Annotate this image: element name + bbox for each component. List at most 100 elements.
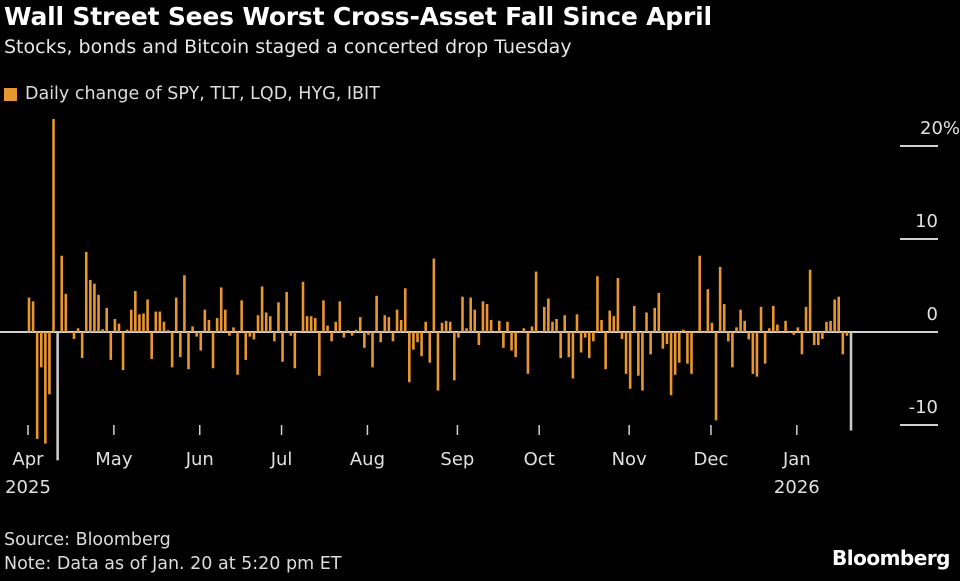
- bar: [60, 255, 64, 332]
- bar: [497, 320, 501, 332]
- bar: [571, 332, 575, 379]
- bar: [837, 296, 841, 332]
- bar: [727, 332, 730, 342]
- bar: [236, 332, 239, 375]
- bar: [792, 332, 796, 335]
- bar: [448, 321, 452, 332]
- bar: [771, 305, 775, 332]
- bar: [264, 312, 268, 332]
- bar: [244, 332, 248, 360]
- bar: [534, 271, 538, 332]
- bar: [759, 306, 763, 332]
- highlighted-bar: [56, 332, 59, 461]
- bar: [502, 332, 505, 348]
- x-tick-label: Jun: [185, 449, 214, 470]
- bar: [743, 320, 746, 332]
- bar: [174, 297, 178, 332]
- bar: [788, 332, 791, 333]
- bar: [166, 330, 170, 332]
- bar: [105, 307, 109, 332]
- chart-subtitle: Stocks, bonds and Bitcoin staged a conce…: [4, 36, 572, 58]
- bar: [424, 321, 427, 332]
- bar: [76, 328, 80, 332]
- bar: [579, 332, 583, 353]
- bar: [551, 321, 554, 332]
- bar: [563, 315, 567, 332]
- bar: [117, 323, 121, 332]
- bar: [109, 332, 113, 360]
- bloomberg-logo: Bloomberg: [832, 546, 950, 570]
- bar: [44, 332, 47, 444]
- bar: [698, 255, 701, 332]
- bar: [702, 332, 706, 333]
- bar: [371, 332, 374, 368]
- source-note: Source: Bloomberg: [4, 530, 171, 550]
- y-tick-label: 10: [915, 211, 938, 232]
- bar: [673, 332, 677, 375]
- bar: [751, 332, 755, 374]
- bar: [641, 332, 644, 391]
- bar: [538, 332, 542, 333]
- bar: [800, 332, 804, 355]
- bar: [735, 327, 738, 332]
- bar: [665, 332, 669, 345]
- bar: [796, 327, 800, 332]
- bar: [555, 318, 558, 332]
- bar: [620, 332, 624, 339]
- bar: [162, 321, 166, 332]
- bar: [113, 318, 117, 332]
- bar: [313, 318, 317, 332]
- bar: [330, 332, 333, 342]
- bar: [309, 316, 313, 332]
- bar: [604, 332, 607, 370]
- bar: [183, 275, 186, 332]
- bar: [158, 311, 162, 332]
- bar: [575, 314, 579, 332]
- bar: [358, 317, 362, 332]
- bar: [39, 332, 43, 368]
- x-tick-label: Aug: [350, 449, 385, 470]
- bar: [485, 304, 489, 332]
- bar: [101, 329, 104, 332]
- bar: [223, 309, 227, 332]
- bar: [195, 332, 198, 337]
- x-year-label: 2025: [5, 477, 51, 498]
- bar: [52, 119, 55, 332]
- bar: [179, 332, 182, 358]
- bar: [416, 332, 419, 343]
- bar: [35, 332, 39, 439]
- bar: [412, 332, 415, 350]
- bar: [812, 332, 816, 346]
- x-year-label: 2026: [774, 477, 820, 498]
- bar: [228, 332, 231, 336]
- bar: [84, 252, 88, 332]
- bar: [363, 332, 366, 348]
- bar: [354, 329, 358, 332]
- bar: [187, 332, 190, 370]
- bar: [375, 295, 378, 332]
- bar: [816, 332, 820, 346]
- bar: [420, 332, 423, 357]
- bar: [547, 298, 550, 332]
- bar: [72, 332, 76, 339]
- bar: [301, 281, 305, 332]
- bar: [677, 332, 681, 363]
- bar: [506, 321, 509, 332]
- bar: [600, 319, 603, 332]
- bar: [804, 306, 808, 332]
- bar: [596, 276, 599, 332]
- legend-label: Daily change of SPY, TLT, LQD, HYG, IBIT: [25, 84, 380, 104]
- bar: [199, 332, 203, 351]
- bar: [747, 332, 751, 340]
- bar: [318, 332, 321, 376]
- bar: [334, 321, 338, 332]
- bar: [191, 326, 194, 332]
- bar: [706, 289, 710, 332]
- bar: [285, 292, 288, 332]
- x-tick-label: Dec: [694, 449, 729, 470]
- bar: [453, 332, 456, 381]
- bar: [722, 304, 726, 332]
- bar: [260, 286, 264, 332]
- bar: [48, 332, 51, 395]
- bar: [248, 332, 252, 337]
